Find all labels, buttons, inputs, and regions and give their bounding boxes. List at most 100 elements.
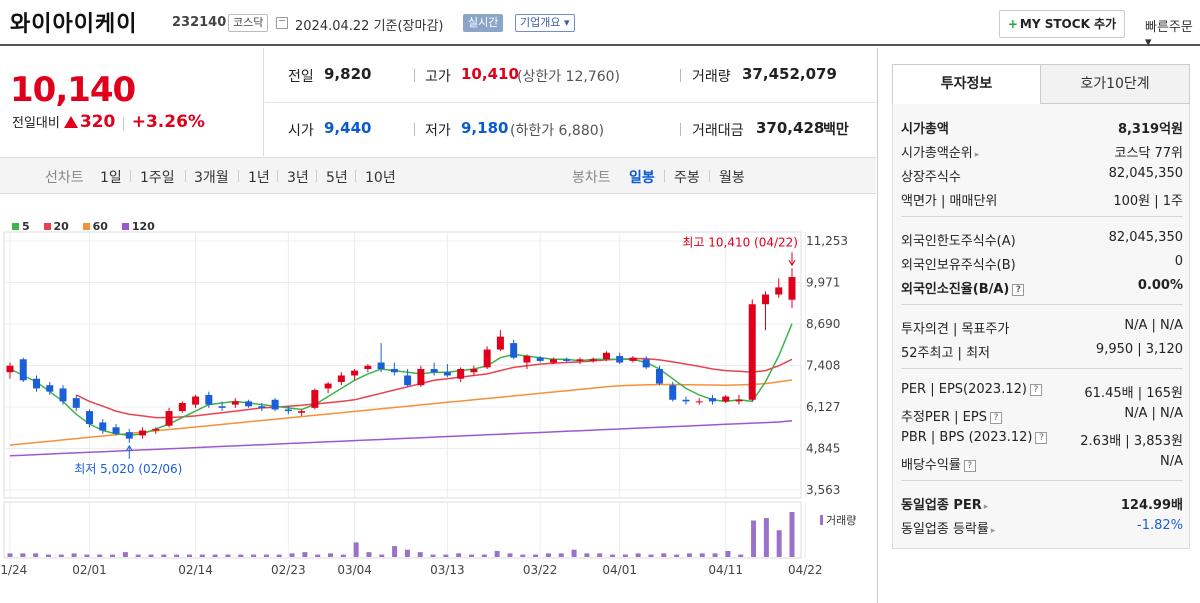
candle-body bbox=[19, 359, 27, 381]
volume-bar bbox=[276, 554, 282, 557]
info-row: 52주최고 | 최저 9,950 | 3,120 bbox=[901, 342, 1183, 364]
candle-body bbox=[99, 422, 107, 431]
candle-body bbox=[311, 390, 319, 408]
candle-body bbox=[695, 401, 703, 403]
volume-bar bbox=[122, 552, 128, 557]
volume-bar bbox=[263, 554, 269, 557]
volume-bar bbox=[353, 542, 359, 557]
info-row: 외국인보유주식수(B) 0 bbox=[901, 254, 1183, 276]
info-key: 외국인소진율(B/A)? bbox=[901, 278, 1025, 297]
info-key: 외국인보유주식수(B) bbox=[901, 258, 1016, 273]
help-icon[interactable]: ? bbox=[963, 460, 976, 472]
caret-right-icon: ▸ bbox=[974, 150, 980, 160]
info-value: 8,319억원 bbox=[1117, 122, 1183, 137]
info-key: 동일업종 PER ▸ bbox=[901, 498, 989, 513]
caret-right-icon: ▸ bbox=[990, 526, 996, 536]
info-key: 배당수익률? bbox=[901, 454, 976, 473]
candle-body bbox=[629, 357, 637, 361]
info-row[interactable]: 동일업종 등락률 ▸ -1.82% bbox=[901, 518, 1183, 540]
volume-bar bbox=[315, 554, 321, 557]
period-3m[interactable]: 3개월 bbox=[194, 170, 229, 186]
volume-bar bbox=[686, 553, 692, 557]
x-tick-label: 04/01 bbox=[602, 563, 637, 577]
volume-bar bbox=[456, 553, 462, 557]
open-label: 시가 bbox=[288, 123, 314, 139]
period-5y[interactable]: 5년 bbox=[326, 170, 348, 186]
help-icon[interactable]: ? bbox=[1012, 284, 1025, 296]
company-name[interactable]: 와이아이케이 bbox=[10, 12, 138, 37]
trade-value: 370,428 bbox=[756, 119, 825, 137]
candle-body bbox=[417, 368, 425, 386]
info-row: PBR | BPS (2023.12)? 2.63배 | 3,853원 bbox=[901, 430, 1183, 452]
info-value: 9,950 | 3,120 bbox=[1095, 342, 1183, 357]
x-tick-label: 03/13 bbox=[430, 563, 465, 577]
period-1d[interactable]: 1일 bbox=[100, 170, 122, 186]
my-stock-add-button[interactable]: + MY STOCK 추가 bbox=[999, 10, 1125, 38]
stock-chart[interactable]: 5 20 60 120 11,253 9,971 8,690 7,408 6,127 4,… bbox=[0, 210, 876, 603]
volume-bar bbox=[443, 554, 449, 557]
candle-body bbox=[655, 368, 663, 384]
divider bbox=[680, 123, 681, 136]
volume-bar bbox=[533, 554, 539, 557]
candle-weekly[interactable]: 주봉 bbox=[674, 170, 700, 186]
info-key: 시가총액순위 ▸ bbox=[901, 146, 980, 161]
tab-orderbook-10[interactable]: 호가10단계 bbox=[1040, 64, 1190, 104]
info-value: 82,045,350 bbox=[1108, 230, 1183, 245]
divider bbox=[130, 170, 131, 182]
candle-body bbox=[457, 368, 465, 379]
x-tick-label: 04/22 bbox=[788, 563, 823, 577]
candle-monthly[interactable]: 월봉 bbox=[719, 170, 745, 186]
quick-order-menu[interactable]: 빠른주문 ▾ bbox=[1145, 20, 1193, 50]
realtime-button[interactable]: 실시간 bbox=[463, 14, 504, 32]
info-key: 액면가 | 매매단위 bbox=[901, 194, 998, 209]
candle-body bbox=[735, 399, 743, 402]
caret-right-icon: ▸ bbox=[983, 502, 989, 512]
candle-body bbox=[682, 399, 690, 402]
help-icon[interactable]: ? bbox=[989, 412, 1002, 424]
info-value: -1.82% bbox=[1137, 518, 1183, 533]
info-row[interactable]: 시가총액순위 ▸ 코스닥 77위 bbox=[901, 142, 1183, 164]
candle-body bbox=[364, 365, 372, 369]
candle-body bbox=[483, 349, 491, 368]
candle-body bbox=[616, 356, 624, 363]
chart-canvas[interactable]: 11,253 9,971 8,690 7,408 6,127 4,845 3,563 01/2… bbox=[0, 210, 876, 603]
divider bbox=[414, 123, 415, 136]
x-tick-label: 02/14 bbox=[178, 563, 213, 577]
volume-bar bbox=[238, 554, 244, 557]
prev-close-label: 전일 bbox=[288, 69, 314, 85]
volume-bar bbox=[520, 554, 526, 557]
y-tick-label: 4,845 bbox=[806, 442, 840, 456]
info-value: 82,045,350 bbox=[1108, 166, 1183, 181]
info-row: 외국인한도주식수(A) 82,045,350 bbox=[901, 230, 1183, 252]
volume-bar bbox=[366, 552, 372, 557]
info-key: 52주최고 | 최저 bbox=[901, 346, 990, 361]
candle-body bbox=[496, 336, 504, 350]
info-key: 외국인한도주식수(A) bbox=[901, 234, 1016, 249]
info-row[interactable]: 동일업종 PER ▸ 124.99배 bbox=[901, 494, 1183, 516]
info-key: 시가총액 bbox=[901, 122, 949, 137]
help-icon[interactable]: ? bbox=[1029, 384, 1042, 396]
candle-body bbox=[271, 399, 279, 410]
period-1w[interactable]: 1주일 bbox=[140, 170, 175, 186]
candle-body bbox=[125, 432, 133, 439]
period-3y[interactable]: 3년 bbox=[287, 170, 309, 186]
tab-invest-info[interactable]: 투자정보 bbox=[892, 64, 1041, 104]
help-icon[interactable]: ? bbox=[1035, 432, 1048, 444]
volume-bar bbox=[212, 554, 218, 557]
x-tick-label: 03/22 bbox=[523, 563, 558, 577]
low-arrow-head bbox=[125, 444, 133, 452]
info-row: 배당수익률? N/A bbox=[901, 454, 1183, 476]
corp-info-dropdown[interactable]: 기업개요 ▾ bbox=[515, 14, 575, 32]
volume-bar bbox=[7, 553, 13, 557]
divider bbox=[185, 170, 186, 182]
low-annotation: 최저 5,020 (02/06) bbox=[74, 462, 182, 476]
candle-body bbox=[33, 378, 41, 389]
period-1y[interactable]: 1년 bbox=[248, 170, 270, 186]
volume-label: 거래량 bbox=[692, 69, 731, 85]
period-10y[interactable]: 10년 bbox=[365, 170, 396, 186]
section-divider bbox=[901, 216, 1183, 217]
trade-value-unit: 백만 bbox=[823, 122, 849, 138]
info-row: 추정PER | EPS? N/A | N/A bbox=[901, 406, 1183, 428]
volume-bar bbox=[545, 553, 551, 557]
candle-daily[interactable]: 일봉 bbox=[629, 170, 655, 186]
